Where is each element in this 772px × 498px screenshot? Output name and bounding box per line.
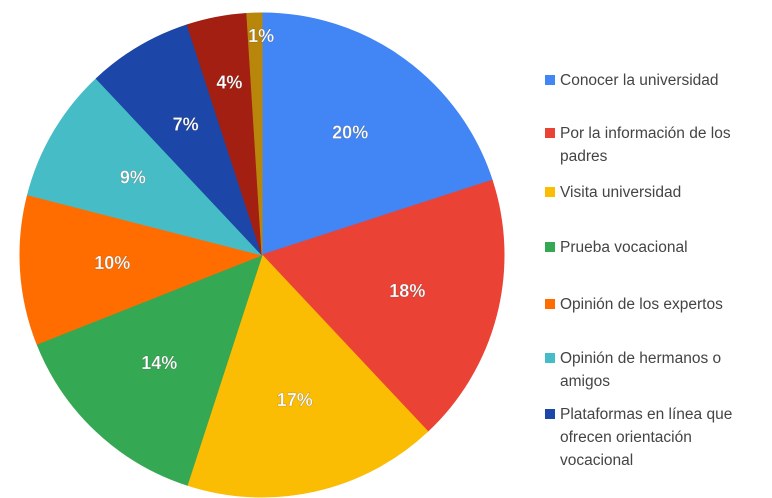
legend-swatch	[545, 75, 555, 85]
legend-item: Opinión de los expertos	[545, 293, 760, 316]
legend-label: Plataformas en línea que ofrecen orienta…	[560, 406, 733, 469]
legend-item: Visita universidad	[545, 181, 760, 204]
data-label: 9%	[120, 167, 146, 187]
data-label: 7%	[173, 115, 199, 135]
legend-label: Opinión de los expertos	[560, 296, 723, 313]
legend-label: Conocer la universidad	[560, 72, 719, 89]
legend-label: Visita universidad	[560, 184, 682, 201]
data-label: 17%	[277, 390, 313, 410]
data-label: 1%	[248, 26, 274, 46]
pie-slice	[19, 194, 264, 345]
data-label: 14%	[141, 353, 177, 373]
legend-swatch	[545, 187, 555, 197]
legend-label: Prueba vocacional	[560, 239, 688, 256]
pie-slice	[261, 12, 493, 256]
legend-swatch	[545, 128, 555, 138]
legend-item: Prueba vocacional	[545, 236, 760, 259]
pie-slice	[186, 254, 429, 498]
legend-item: Opinión de hermanos o amigos	[545, 347, 760, 393]
data-label: 20%	[332, 122, 368, 142]
legend-item: Conocer la universidad	[545, 69, 760, 92]
data-label: 10%	[94, 253, 130, 273]
legend-swatch	[545, 353, 555, 363]
pie-slice	[36, 254, 263, 486]
legend-swatch	[545, 409, 555, 419]
pie-slice	[95, 24, 263, 256]
pie-slice	[246, 12, 263, 256]
legend-swatch	[545, 299, 555, 309]
legend-item: Por la información de los padres	[545, 122, 760, 168]
legend-item: Plataformas en línea que ofrecen orienta…	[545, 403, 760, 472]
pie-slice	[261, 179, 505, 433]
data-label: 4%	[216, 73, 242, 93]
pie-slice	[26, 77, 264, 256]
legend-swatch	[545, 242, 555, 252]
legend-label: Por la información de los padres	[560, 125, 731, 165]
data-label: 18%	[389, 281, 425, 301]
legend-label: Opinión de hermanos o amigos	[560, 350, 722, 390]
